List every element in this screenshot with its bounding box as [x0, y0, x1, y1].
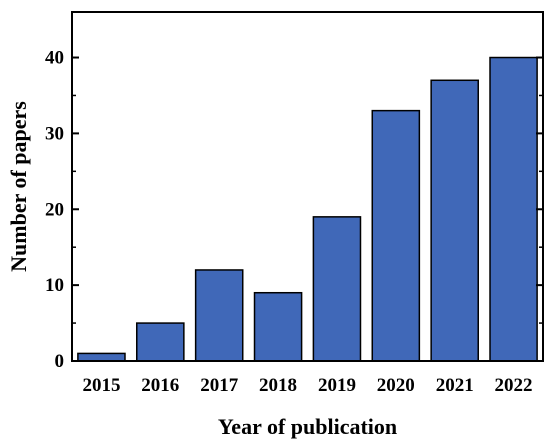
bar-2016 [136, 322, 185, 362]
bar-2022 [489, 56, 538, 362]
y-tick-label-0: 0 [55, 351, 65, 372]
y-axis-ticks: 0 10 20 30 40 [45, 48, 543, 372]
y-tick-label-30: 30 [45, 123, 64, 144]
x-tick-label-2017: 2017 [200, 375, 239, 396]
x-tick-label-2016: 2016 [141, 375, 179, 396]
bars-group [77, 56, 538, 362]
x-tick-label-2020: 2020 [377, 375, 415, 396]
bar-2021 [430, 79, 479, 362]
y-tick-label-20: 20 [45, 199, 64, 220]
bar-2020 [371, 109, 421, 362]
x-axis-title: Year of publication [218, 414, 397, 439]
x-tick-label-2019: 2019 [318, 375, 356, 396]
bar-2019 [312, 216, 362, 362]
bar-2015 [77, 352, 126, 362]
x-tick-label-2021: 2021 [436, 375, 474, 396]
plot-frame [71, 11, 544, 362]
x-tick-label-2022: 2022 [495, 375, 533, 396]
x-tick-label-2018: 2018 [259, 375, 297, 396]
bar-2018 [253, 291, 303, 362]
x-axis-tick-labels: 2015 2016 2017 2018 2019 2020 2021 2022 [82, 375, 532, 396]
bar-2017 [194, 269, 244, 362]
x-tick-label-2015: 2015 [82, 375, 120, 396]
y-tick-label-10: 10 [45, 275, 64, 296]
y-axis-title: Number of papers [6, 101, 31, 272]
y-tick-label-40: 40 [45, 48, 64, 69]
